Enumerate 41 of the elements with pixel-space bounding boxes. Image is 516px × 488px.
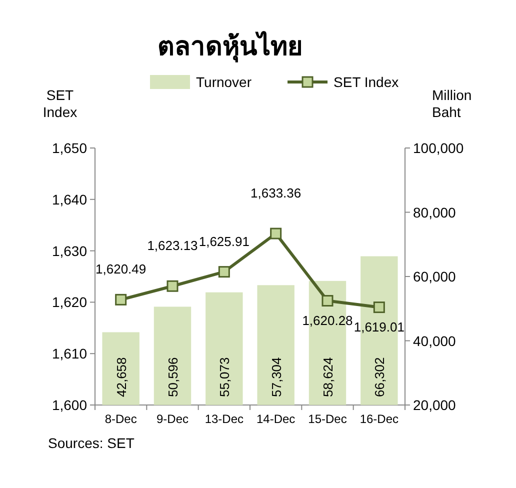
y-tick-label: 1,650 bbox=[52, 140, 88, 156]
legend-label: Turnover bbox=[196, 74, 252, 90]
data-label: 1,623.13 bbox=[147, 238, 198, 254]
point bbox=[115, 294, 127, 306]
point bbox=[270, 228, 282, 240]
legend-label: SET Index bbox=[334, 74, 399, 90]
data-label: 42,658 bbox=[114, 357, 129, 397]
y2-tick-label: 60,000 bbox=[413, 268, 456, 284]
data-label: 1,620.28 bbox=[302, 312, 353, 328]
data-label: 50,596 bbox=[166, 357, 180, 397]
data-label: 58,624 bbox=[320, 357, 336, 397]
data-label: 55,073 bbox=[217, 357, 232, 397]
y-tick-label: 1,620 bbox=[52, 294, 88, 310]
x-tick-label: 15-Dec bbox=[308, 412, 347, 426]
point bbox=[373, 302, 385, 314]
data-label: 1,633.36 bbox=[250, 186, 302, 201]
data-label: 66,302 bbox=[372, 357, 388, 397]
data-label: 1,625.91 bbox=[198, 234, 250, 249]
y-axis-title: SET Index bbox=[42, 87, 78, 120]
x-tick-label: 16-Dec bbox=[360, 412, 399, 426]
data-label: 1,619.01 bbox=[354, 319, 404, 334]
source-note: Sources: SET bbox=[48, 435, 135, 451]
x-tick-label: 8-Dec bbox=[104, 412, 137, 426]
y-tick-label: 1,630 bbox=[52, 242, 88, 259]
x-tick-label: 13-Dec bbox=[204, 412, 244, 426]
y-tick-label: 1,600 bbox=[52, 397, 88, 413]
data-label: 1,620.49 bbox=[96, 262, 146, 277]
y-tick-label: 1,640 bbox=[52, 191, 88, 208]
point bbox=[218, 266, 230, 278]
data-label: 57,304 bbox=[268, 357, 284, 397]
x-tick-label: 9-Dec bbox=[156, 412, 189, 426]
x-tick-label: 14-Dec bbox=[256, 412, 296, 426]
y2-tick-label: 80,000 bbox=[413, 204, 456, 220]
chart-title: ตลาดหุ้นไทย bbox=[158, 30, 302, 63]
y2-tick-label: 40,000 bbox=[413, 332, 456, 349]
point bbox=[166, 280, 178, 292]
y2-tick-label: 100,000 bbox=[413, 140, 464, 156]
point bbox=[322, 295, 334, 307]
y-tick-label: 1,610 bbox=[52, 346, 88, 362]
y2-axis-title: Million Baht bbox=[432, 87, 472, 120]
y2-tick-label: 20,000 bbox=[413, 397, 456, 413]
